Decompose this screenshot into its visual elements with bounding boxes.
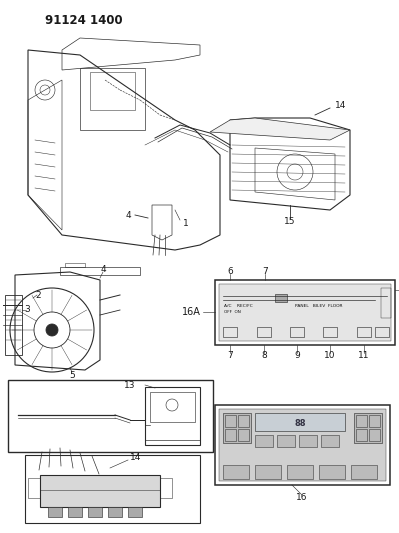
Text: 7: 7 xyxy=(262,268,268,277)
Bar xyxy=(215,280,395,345)
Bar xyxy=(319,465,345,479)
Bar xyxy=(60,267,140,275)
Bar xyxy=(354,413,382,443)
Bar xyxy=(68,507,82,517)
Bar xyxy=(65,263,85,267)
Bar xyxy=(375,327,389,337)
Text: 88: 88 xyxy=(294,418,306,427)
Text: 1: 1 xyxy=(183,220,189,229)
Bar xyxy=(238,415,249,427)
Bar xyxy=(225,429,236,441)
Bar xyxy=(223,327,237,337)
Circle shape xyxy=(46,324,58,336)
Text: 16: 16 xyxy=(296,492,308,502)
Text: 3: 3 xyxy=(24,305,30,314)
Bar xyxy=(225,415,236,427)
Bar xyxy=(356,429,367,441)
Text: OFF  ON: OFF ON xyxy=(224,310,241,314)
Bar xyxy=(48,507,62,517)
Bar xyxy=(323,327,337,337)
Text: 4: 4 xyxy=(125,211,131,220)
Bar xyxy=(255,435,273,447)
Text: 13: 13 xyxy=(124,381,136,390)
Bar xyxy=(150,392,195,422)
Bar xyxy=(25,455,200,523)
Text: 91124 1400: 91124 1400 xyxy=(45,14,122,27)
Bar xyxy=(145,387,200,445)
Bar xyxy=(223,465,249,479)
Bar xyxy=(255,465,281,479)
Text: 11: 11 xyxy=(358,351,370,359)
Bar xyxy=(238,429,249,441)
Text: 16A: 16A xyxy=(182,307,201,317)
Bar xyxy=(299,435,317,447)
Text: 2: 2 xyxy=(35,290,41,300)
Bar xyxy=(215,405,390,485)
Bar xyxy=(219,409,386,481)
Text: 8: 8 xyxy=(261,351,267,359)
Text: 14: 14 xyxy=(335,101,346,110)
Text: 6: 6 xyxy=(227,268,233,277)
Text: 7: 7 xyxy=(227,351,233,359)
Bar xyxy=(369,415,380,427)
Bar xyxy=(321,435,339,447)
Bar xyxy=(160,478,172,498)
Bar xyxy=(356,415,367,427)
Text: 9: 9 xyxy=(294,351,300,359)
Text: 5: 5 xyxy=(69,370,75,379)
Bar xyxy=(381,288,391,318)
Bar xyxy=(351,465,377,479)
Bar xyxy=(257,327,271,337)
Bar xyxy=(128,507,142,517)
Bar xyxy=(223,413,251,443)
Text: PANEL   BILEV  FLOOR: PANEL BILEV FLOOR xyxy=(295,304,342,308)
Bar xyxy=(275,294,287,302)
Text: 10: 10 xyxy=(324,351,336,359)
Bar xyxy=(108,507,122,517)
Bar xyxy=(287,465,313,479)
Text: 14: 14 xyxy=(130,454,141,463)
Text: A/C    REC/FC: A/C REC/FC xyxy=(224,304,253,308)
Bar xyxy=(28,478,40,498)
Text: 15: 15 xyxy=(284,217,296,227)
Bar xyxy=(88,507,102,517)
Text: 4: 4 xyxy=(100,265,106,274)
Bar xyxy=(369,429,380,441)
Bar xyxy=(255,413,345,431)
Bar xyxy=(277,435,295,447)
Bar xyxy=(357,327,371,337)
Bar xyxy=(219,284,391,341)
Polygon shape xyxy=(210,118,350,140)
Bar xyxy=(8,380,213,452)
Bar xyxy=(40,475,160,507)
Bar xyxy=(290,327,304,337)
